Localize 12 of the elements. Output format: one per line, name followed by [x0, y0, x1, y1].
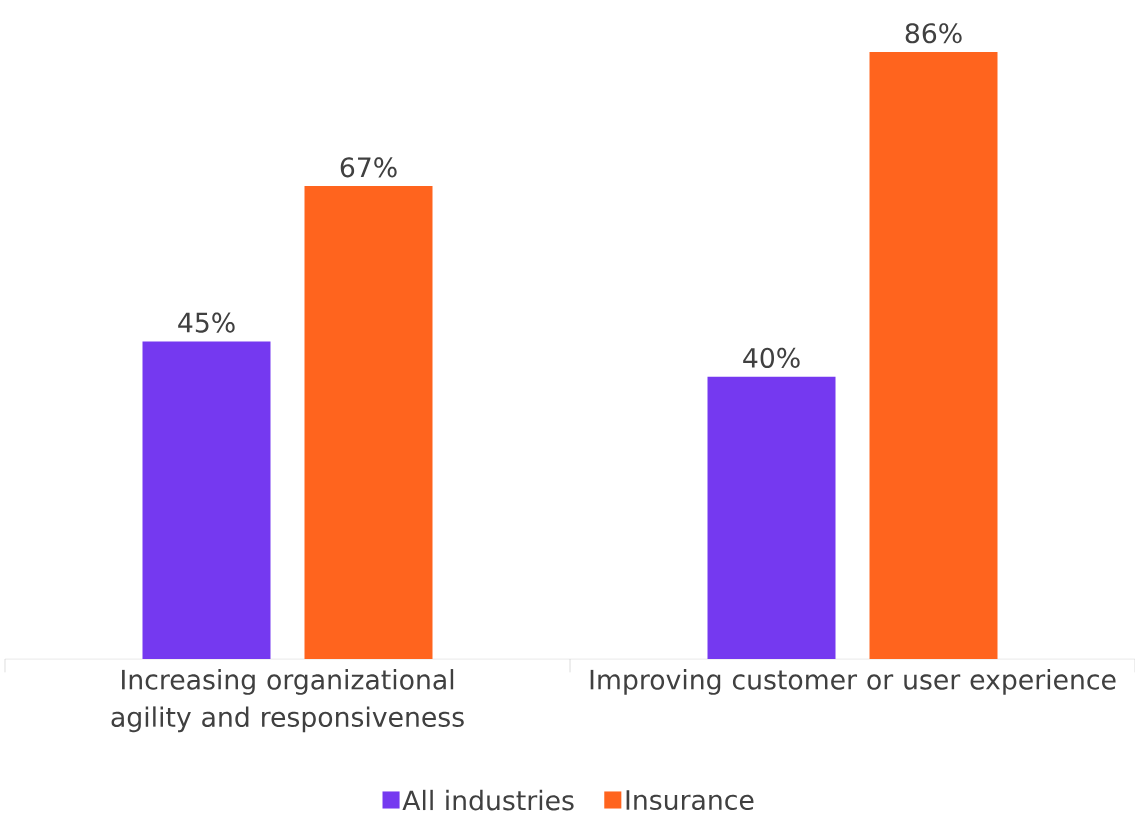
data-label: 40%	[743, 347, 800, 368]
x-tick-label: Improving customer or user experience	[590, 669, 1116, 695]
data-label: 86%	[905, 23, 962, 44]
x-tick-label: Increasing organizational agility and responsiveness	[111, 669, 464, 733]
legend-label: All industries	[402, 789, 574, 811]
data-label: 67%	[340, 157, 397, 178]
bar	[142, 341, 271, 659]
bar	[707, 376, 836, 659]
data-label: 45%	[178, 312, 235, 333]
legend-label: Insurance	[626, 790, 754, 811]
bar	[304, 186, 433, 659]
bar	[869, 52, 998, 659]
